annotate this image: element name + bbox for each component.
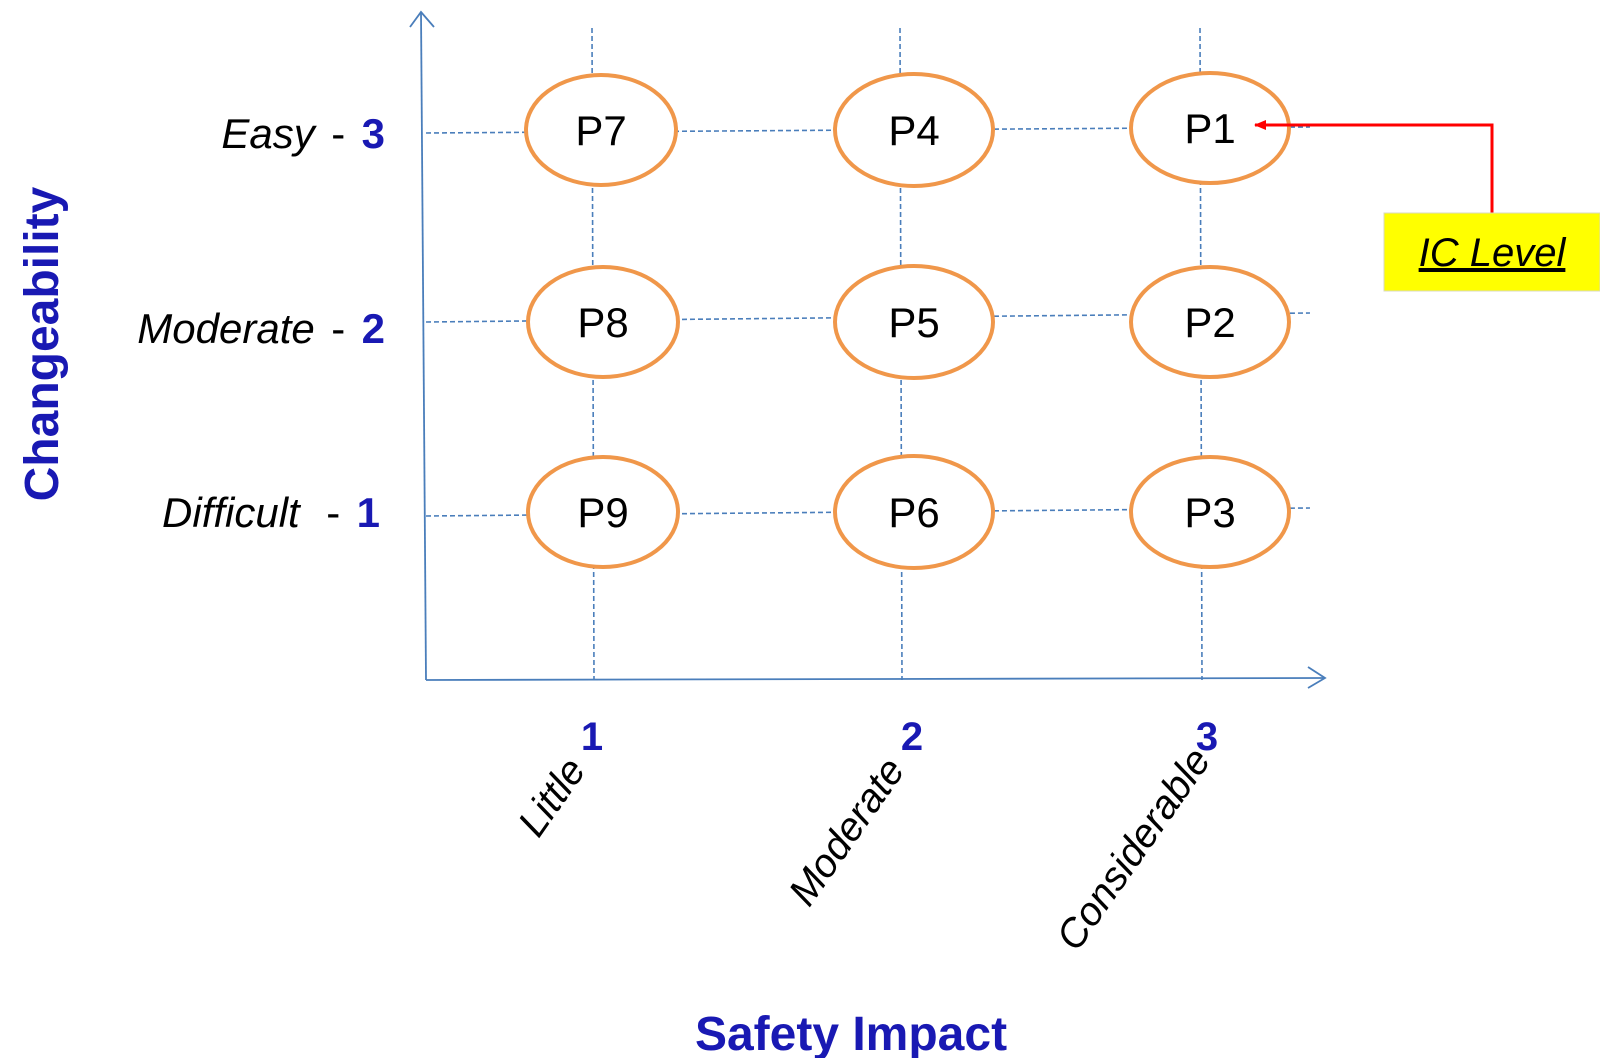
y-level-dash: -: [331, 305, 345, 352]
y-axis-levels: Easy - 3 Moderate - 2 Difficult - 1: [137, 110, 385, 536]
callout-box: [1383, 212, 1600, 292]
node-p2: P2: [1129, 265, 1291, 379]
node-label: P6: [888, 489, 939, 536]
x-axis-title: Safety Impact: [695, 1008, 1007, 1058]
y-level-3: Easy - 3: [221, 110, 385, 157]
node-p1: P1: [1129, 71, 1291, 185]
x-level-word-3: Considerable: [1048, 740, 1219, 958]
y-axis-line: [420, 11, 427, 681]
x-axis-line: [425, 677, 1326, 681]
node-label: P4: [888, 107, 939, 154]
y-axis-title: Changeability: [16, 186, 69, 501]
y-level-2: Moderate - 2: [137, 305, 385, 352]
y-level-num: 1: [357, 489, 380, 536]
node-p5: P5: [833, 264, 995, 380]
y-level-1: Difficult - 1: [162, 489, 380, 536]
node-label: P9: [577, 489, 628, 536]
y-axis-arrowhead: [409, 10, 435, 28]
y-level-word: Difficult: [162, 489, 302, 536]
node-p6: P6: [833, 454, 995, 570]
node-label: P5: [888, 299, 939, 346]
node-p4: P4: [833, 72, 995, 188]
y-level-dash: -: [331, 110, 345, 157]
node-p3: P3: [1129, 455, 1291, 569]
node-label: P2: [1184, 299, 1235, 346]
node-p8: P8: [526, 265, 680, 379]
x-level-word-1: Little: [510, 750, 595, 844]
node-label: P8: [577, 299, 628, 346]
node-label: P1: [1184, 105, 1235, 152]
y-level-num: 2: [362, 305, 385, 352]
y-level-dash: -: [326, 489, 340, 536]
node-label: P3: [1184, 489, 1235, 536]
y-level-num: 3: [362, 110, 385, 157]
node-label: P7: [575, 107, 626, 154]
node-p7: P7: [524, 73, 678, 187]
x-axis-arrowhead: [1307, 666, 1327, 689]
ic-level-callout: IC Level: [1254, 120, 1600, 292]
node-p9: P9: [526, 455, 680, 569]
callout-arrow: [1254, 120, 1494, 213]
x-level-num-1: 1: [581, 715, 603, 759]
nodes: P7 P4 P1 P8 P5 P2 P9 P6: [524, 71, 1291, 570]
x-level-num-2: 2: [901, 715, 923, 759]
x-level-word-2: Moderate: [780, 750, 913, 914]
x-level-num-3: 3: [1196, 715, 1218, 759]
axes: [409, 10, 1327, 689]
y-level-word: Moderate: [137, 305, 314, 352]
x-axis-levels: 1 2 3 Little Moderate Considerable: [510, 715, 1220, 958]
callout-label: IC Level: [1419, 231, 1567, 275]
y-level-word: Easy: [221, 110, 317, 157]
